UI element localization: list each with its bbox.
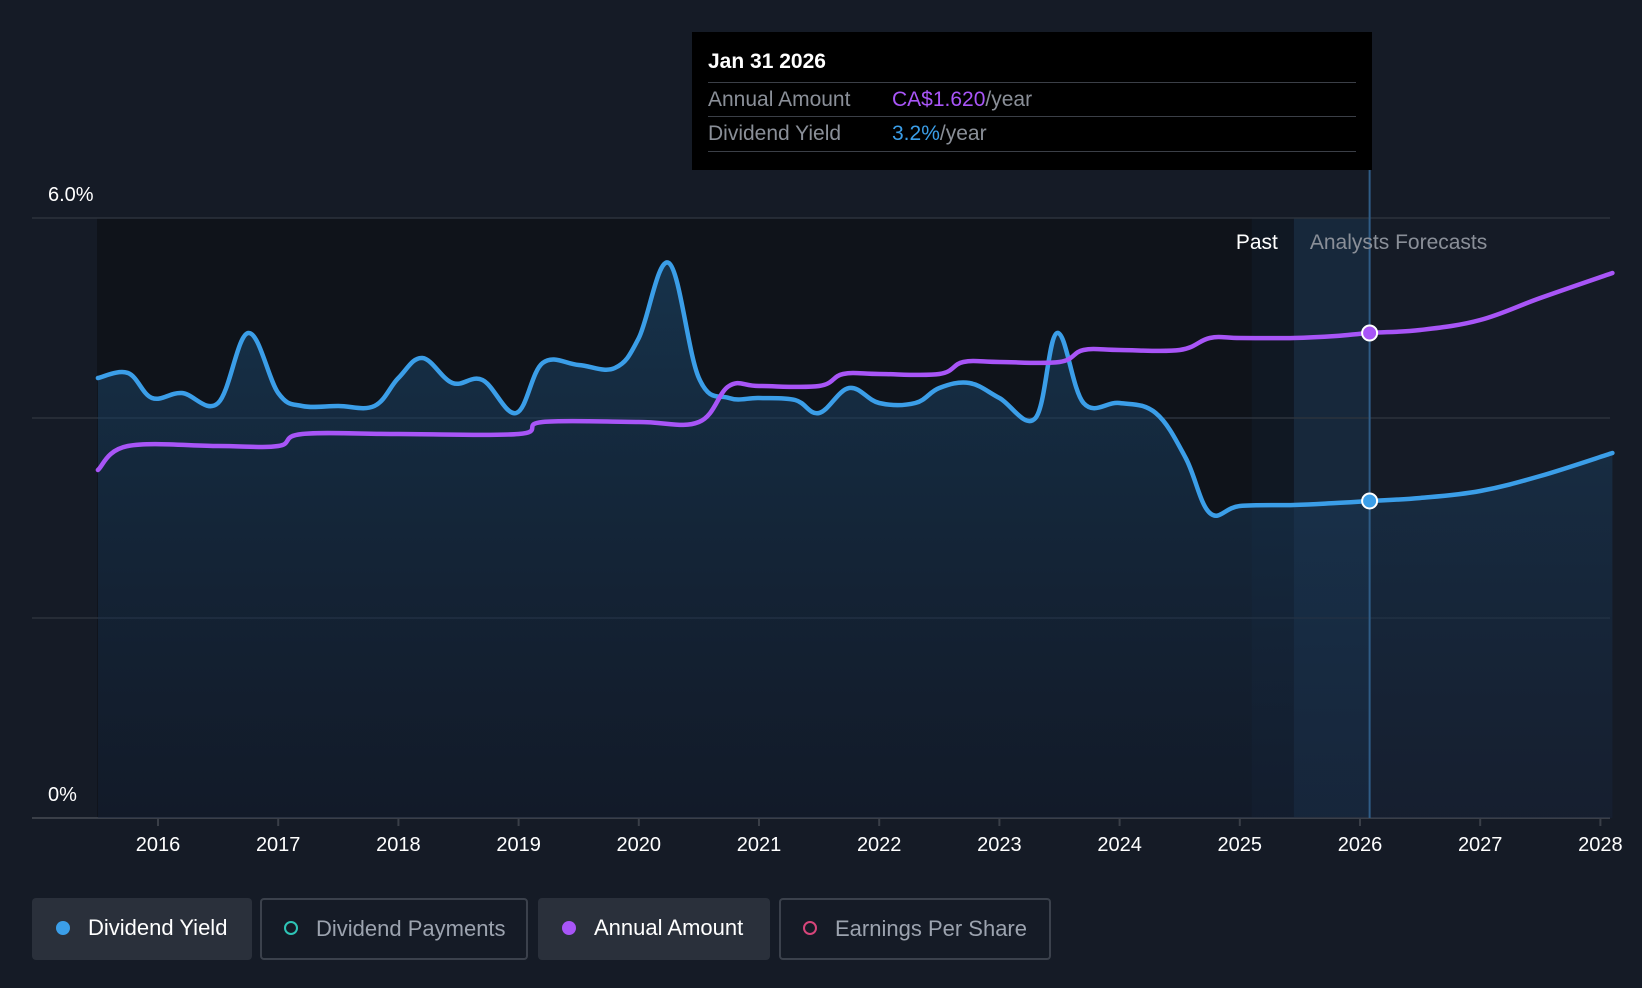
dividend-yield-dot-icon bbox=[56, 921, 70, 935]
region-label-forecast: Analysts Forecasts bbox=[1310, 231, 1487, 254]
x-tick-label: 2027 bbox=[1458, 834, 1503, 856]
tooltip-suffix: /year bbox=[985, 88, 1033, 111]
x-tick-label: 2026 bbox=[1338, 834, 1383, 856]
tooltip-value: CA$1.620/year bbox=[892, 83, 1032, 117]
tooltip-yield-value: 3.2% bbox=[892, 122, 940, 145]
earnings-per-share-ring-icon bbox=[803, 921, 817, 935]
annual-amount-dot-icon bbox=[562, 921, 576, 935]
series-area-dividend-yield bbox=[97, 262, 1613, 818]
legend-label: Dividend Payments bbox=[316, 916, 506, 941]
x-tick-label: 2017 bbox=[256, 834, 301, 856]
x-tick-label: 2025 bbox=[1218, 834, 1263, 856]
x-tick-label: 2022 bbox=[857, 834, 902, 856]
legend-label: Annual Amount bbox=[594, 915, 744, 940]
tooltip-value: 3.2%/year bbox=[892, 117, 987, 151]
x-tick-label: 2020 bbox=[617, 834, 662, 856]
x-tick-label: 2028 bbox=[1578, 834, 1623, 856]
x-tick-label: 2018 bbox=[376, 834, 421, 856]
y-tick-label-bottom: 0% bbox=[48, 784, 77, 806]
tooltip-row-annual-amount: Annual Amount CA$1.620/year bbox=[708, 82, 1356, 117]
tooltip-label: Annual Amount bbox=[708, 88, 851, 111]
legend-label: Earnings Per Share bbox=[835, 916, 1027, 941]
series-line-dividend-yield bbox=[95, 260, 1615, 518]
legend-annual-amount[interactable]: Annual Amount bbox=[538, 898, 770, 960]
dividend-payments-ring-icon bbox=[284, 921, 298, 935]
series-line-annual-amount bbox=[95, 270, 1615, 473]
tooltip-label: Dividend Yield bbox=[708, 122, 842, 145]
tooltip-suffix: /year bbox=[939, 122, 987, 145]
legend-label: Dividend Yield bbox=[88, 915, 228, 940]
tooltip: Jan 31 2026 Annual Amount CA$1.620/year … bbox=[692, 32, 1372, 170]
x-tick-label: 2021 bbox=[737, 834, 782, 856]
tooltip-amount-value: CA$1.620 bbox=[892, 88, 986, 111]
legend-dividend-payments[interactable]: Dividend Payments bbox=[260, 898, 528, 960]
x-tick-label: 2023 bbox=[977, 834, 1022, 856]
region-label-past: Past bbox=[1236, 231, 1278, 254]
legend-dividend-yield[interactable]: Dividend Yield bbox=[32, 898, 252, 960]
cursor-marker-dividend-yield bbox=[1361, 492, 1379, 510]
tooltip-date: Jan 31 2026 bbox=[708, 50, 826, 73]
legend-earnings-per-share[interactable]: Earnings Per Share bbox=[779, 898, 1051, 960]
x-tick-label: 2019 bbox=[496, 834, 541, 856]
tooltip-row-dividend-yield: Dividend Yield 3.2%/year bbox=[708, 116, 1356, 152]
y-tick-label-top: 6.0% bbox=[48, 184, 94, 206]
cursor-marker-annual-amount bbox=[1361, 324, 1379, 342]
x-tick-label: 2016 bbox=[136, 834, 181, 856]
x-tick-label: 2024 bbox=[1097, 834, 1142, 856]
